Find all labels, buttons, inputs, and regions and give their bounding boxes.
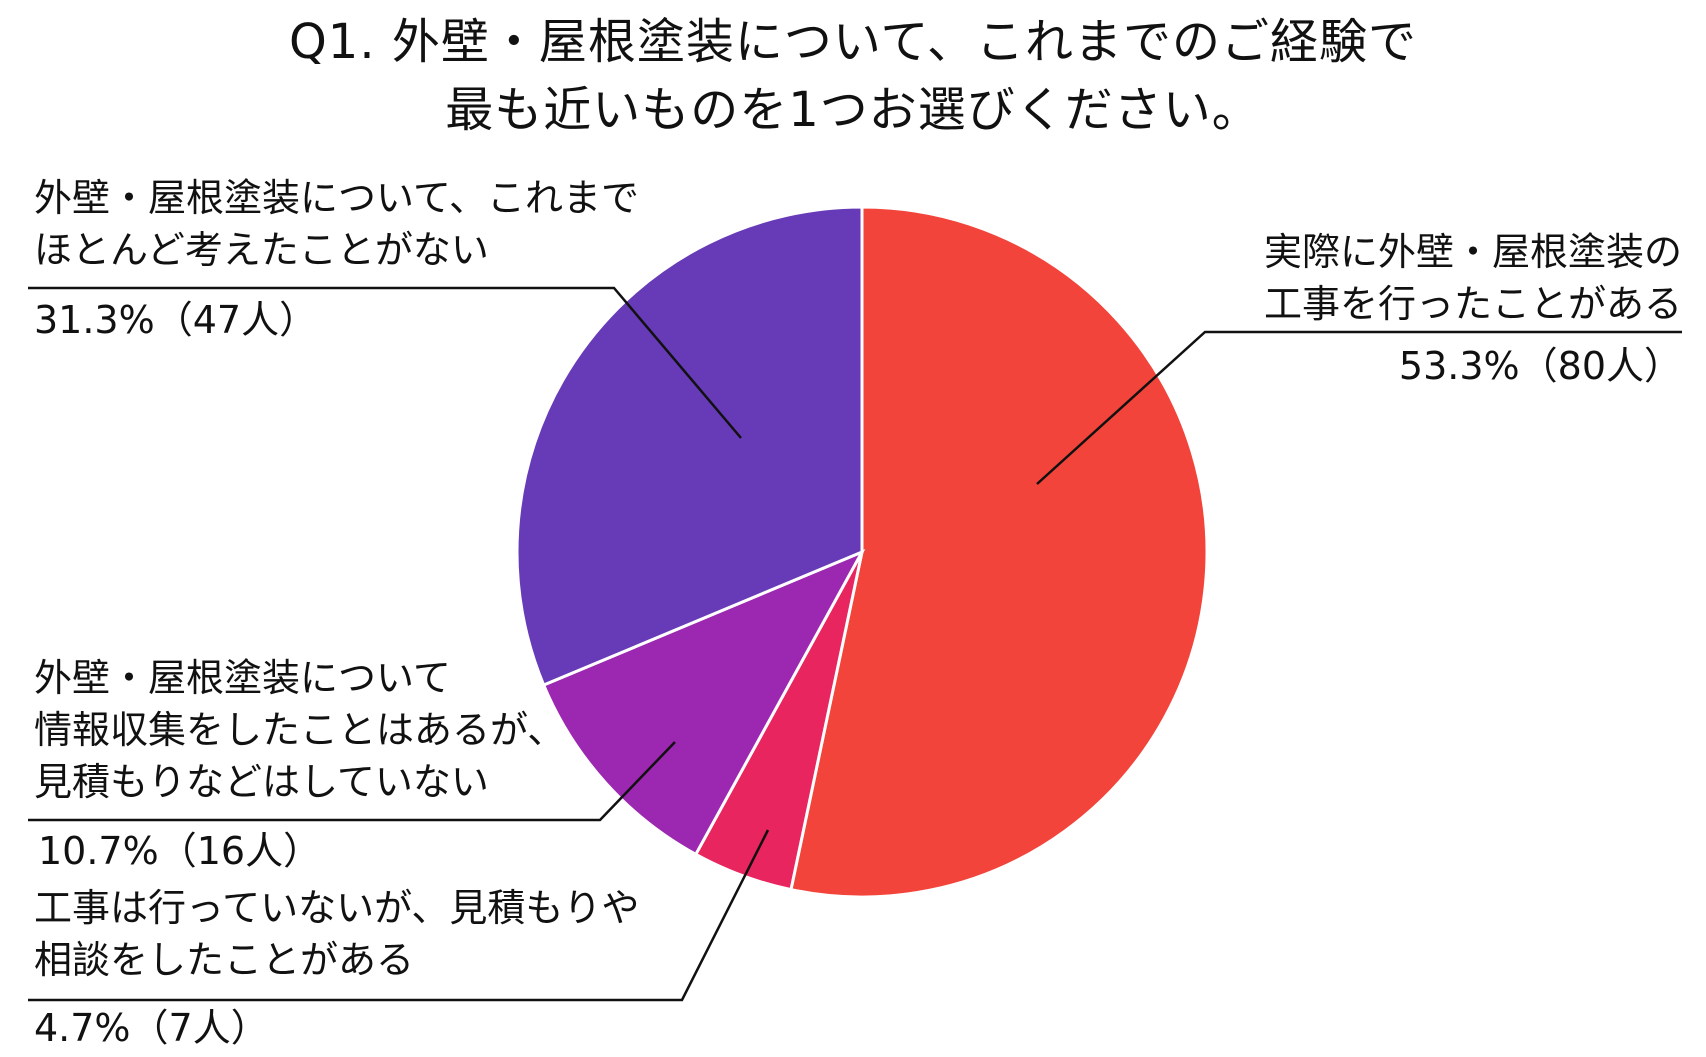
slice-label-3-line-1: 外壁・屋根塗装について: [34, 656, 451, 700]
pie-slices: [515, 205, 1209, 899]
pie-slice-4: [515, 205, 864, 687]
slice-label-2-line-1: 工事は行っていないが、見積もりや: [34, 886, 640, 930]
leader-line-slice-1: [1036, 330, 1682, 485]
slice-label-4-line-2: ほとんど考えたことがない: [34, 228, 489, 272]
leader-line-slice-3: [28, 741, 676, 822]
leader-line-slice-4: [28, 286, 742, 439]
slice-label-1-line-1: 実際に外壁・屋根塗装の: [1263, 230, 1682, 274]
slice-value-4: 31.3%（47人）: [34, 298, 318, 342]
chart-title: Q1. 外壁・屋根塗装について、これまでのご経験で 最も近いものを1つお選びくだ…: [0, 8, 1706, 144]
leader-line-slice-2: [28, 829, 770, 1002]
slice-label-3-line-2: 情報収集をしたことはあるが、: [34, 708, 566, 752]
slice-label-4-line-1: 外壁・屋根塗装について、これまで: [34, 176, 639, 220]
slice-label-1-line-2: 工事を行ったことがある: [1263, 282, 1682, 326]
slice-label-2: 工事は行っていないが、見積もりや 相談をしたことがある: [34, 882, 639, 986]
leader-lines: [28, 286, 1682, 1002]
chart-title-line-1: Q1. 外壁・屋根塗装について、これまでのご経験で: [289, 14, 1417, 70]
pie-slice-3: [541, 548, 866, 857]
slice-label-1: 実際に外壁・屋根塗装の 工事を行ったことがある: [1264, 226, 1682, 330]
slice-value-1: 53.3%（80人）: [1398, 344, 1682, 388]
slice-value-2: 4.7%（7人）: [34, 1006, 269, 1050]
pie-slice-1: [789, 205, 1209, 899]
slice-label-3: 外壁・屋根塗装について 情報収集をしたことはあるが、 見積もりなどはしていない: [34, 652, 565, 808]
slice-label-2-line-2: 相談をしたことがある: [34, 938, 415, 982]
slice-label-4: 外壁・屋根塗装について、これまで ほとんど考えたことがない: [34, 172, 639, 276]
slice-label-3-line-3: 見積もりなどはしていない: [34, 760, 489, 804]
chart-title-line-2: 最も近いものを1つお選びください。: [445, 82, 1261, 138]
slice-value-3: 10.7%（16人）: [38, 829, 322, 873]
